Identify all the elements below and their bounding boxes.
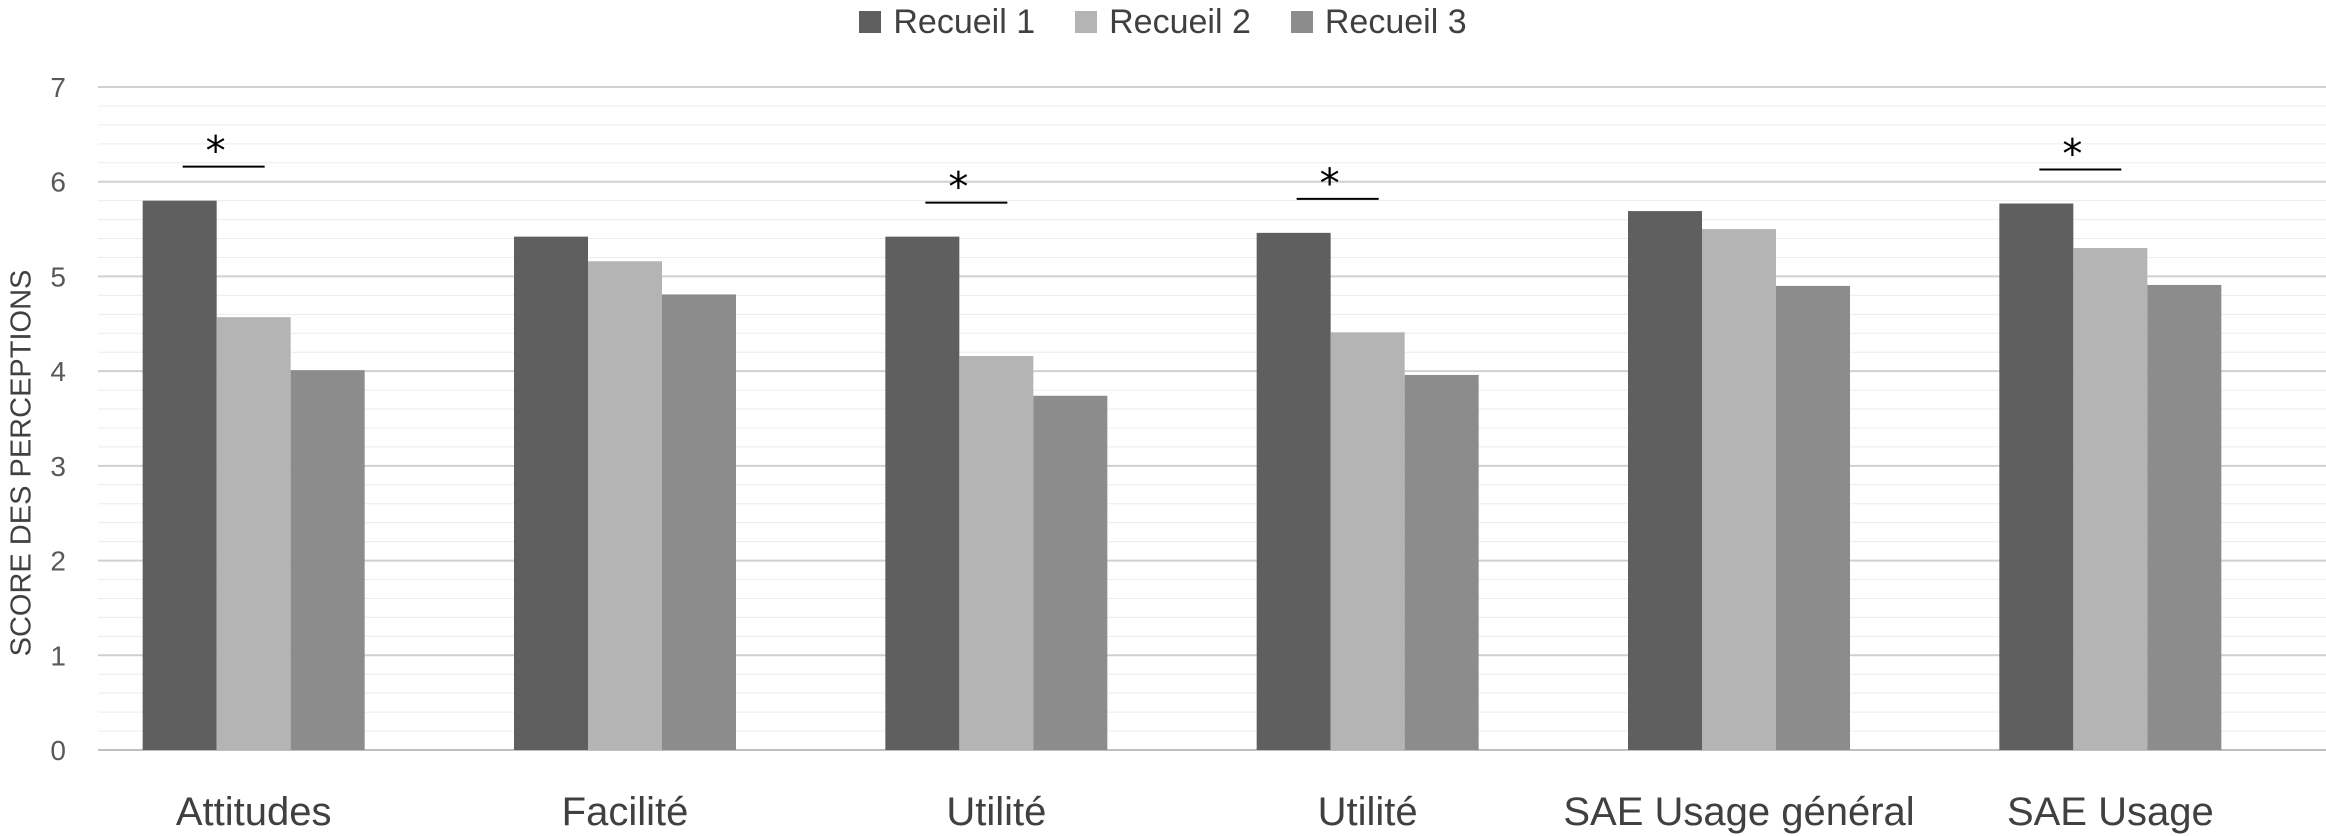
significance-star: *	[2062, 131, 2082, 177]
y-tick-label: 6	[50, 167, 66, 198]
legend-swatch-recueil-2	[1075, 11, 1098, 33]
bar	[1776, 285, 1850, 750]
bar	[514, 236, 588, 751]
significance-star: *	[206, 129, 226, 175]
x-tick-label: Attitudes	[176, 790, 332, 834]
legend-label-recueil-1: Recueil 1	[893, 2, 1036, 41]
bar	[1033, 395, 1108, 750]
significance-star: *	[948, 165, 968, 211]
y-tick-label: 1	[50, 640, 66, 671]
legend-item-recueil-3: Recueil 3	[1290, 2, 1467, 42]
bar	[588, 261, 662, 750]
significance-star: *	[1320, 161, 1340, 207]
bar	[290, 370, 365, 750]
bar	[142, 200, 217, 750]
legend-label-recueil-2: Recueil 2	[1109, 2, 1251, 41]
x-tick-label: Utilité	[946, 790, 1046, 834]
y-tick-label: 0	[50, 735, 66, 766]
legend: Recueil 1 Recueil 2 Recueil 3	[0, 0, 2326, 44]
bar	[959, 355, 1034, 750]
legend-label-recueil-3: Recueil 3	[1324, 2, 1467, 41]
bar	[1702, 229, 1776, 751]
bar	[2073, 248, 2148, 750]
bar	[1404, 374, 1479, 750]
bar	[885, 236, 960, 751]
legend-item-recueil-1: Recueil 1	[859, 3, 1035, 42]
legend-item-recueil-2: Recueil 2	[1075, 3, 1251, 42]
bar	[1628, 211, 1702, 751]
bar	[1330, 332, 1405, 750]
y-tick-label: 4	[50, 356, 66, 387]
y-tick-label: 2	[50, 546, 66, 577]
x-tick-label: Facilité	[562, 790, 689, 834]
y-tick-label: 7	[50, 72, 66, 103]
y-tick-label: 5	[50, 261, 66, 292]
x-tick-label: SAE Usage général	[1563, 790, 1914, 834]
bar	[1256, 232, 1331, 751]
x-tick-label: Utilité	[1318, 790, 1418, 834]
bar	[2147, 284, 2222, 750]
bar	[662, 294, 736, 750]
bar	[216, 317, 291, 750]
bar	[1999, 203, 2074, 751]
y-tick-label: 3	[50, 451, 66, 482]
legend-swatch-recueil-3	[1290, 11, 1313, 33]
legend-swatch-recueil-1	[859, 11, 882, 33]
x-tick-label: SAE Usage	[2007, 790, 2214, 834]
